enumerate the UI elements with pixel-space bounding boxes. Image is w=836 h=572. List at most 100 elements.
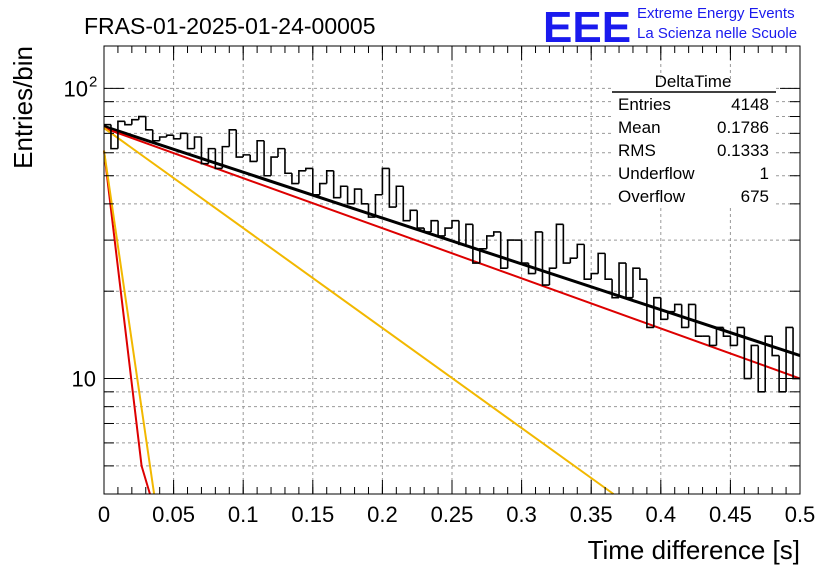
stats-box-background [612, 80, 776, 208]
histogram-bin [124, 121, 132, 126]
histogram-bin [472, 224, 480, 264]
histogram-bin [764, 335, 773, 392]
histogram-bin [715, 326, 724, 346]
histogram-bin [757, 345, 766, 393]
histogram-bin [604, 253, 613, 280]
histogram-bin [569, 257, 578, 264]
histogram-bin [499, 231, 508, 270]
histogram-bin [339, 185, 348, 198]
x-tick-label: 0.45 [709, 502, 752, 527]
histogram-bin [193, 136, 202, 149]
histogram-bin [158, 136, 167, 141]
histogram-bin [117, 120, 125, 149]
histogram-bin [144, 116, 153, 131]
histogram-bin [284, 148, 292, 175]
histogram-bin [597, 252, 606, 274]
stats-row-label: Underflow [618, 164, 695, 183]
histogram-bin [179, 132, 188, 139]
x-axis-label: Time difference [s] [588, 535, 800, 565]
histogram-bin [242, 154, 251, 158]
histogram-bin [520, 240, 529, 264]
histogram-bin [660, 297, 668, 321]
histogram-bin [722, 327, 731, 337]
stats-row-value: 4148 [731, 95, 769, 114]
logo-line-2: La Scienza nelle Scuole [637, 25, 797, 42]
histogram-bin [444, 227, 452, 236]
histogram-bin [318, 182, 327, 195]
histogram-bin [263, 140, 272, 177]
x-tick-label: 0.1 [228, 502, 259, 527]
histogram-bin [611, 279, 620, 299]
y-tick-label-base: 10 [72, 367, 96, 392]
histogram-bin [221, 145, 230, 169]
stats-row-value: 1 [760, 164, 769, 183]
histogram-bin [214, 148, 223, 170]
histogram-bin [312, 168, 320, 196]
histogram-bin [388, 168, 397, 208]
histogram-bin [138, 115, 146, 120]
x-tick-label: 0.35 [570, 502, 613, 527]
histogram-bin [653, 296, 661, 328]
stats-box: DeltaTime Entries 4148 Mean 0.1786 RMS 0.1333… [612, 72, 776, 208]
axis-ticks [103, 46, 801, 495]
histogram-bin [458, 220, 466, 246]
histogram-bin [750, 344, 759, 379]
histogram-bin [785, 326, 794, 392]
histogram-bin [562, 224, 571, 264]
eee-logo-mark: EEE [543, 3, 631, 52]
histogram-bin [673, 303, 682, 312]
histogram-bin [743, 327, 752, 380]
histogram-bin [583, 244, 592, 280]
histogram-bin [353, 188, 362, 204]
histogram-bin [680, 304, 689, 329]
x-tick-label: 0.3 [506, 502, 537, 527]
histogram-bin [151, 129, 160, 142]
histogram [104, 115, 800, 393]
histogram-bin [325, 169, 334, 184]
y-tick-label: 10 [72, 367, 96, 392]
histogram-bin [694, 304, 703, 337]
x-tick-label: 0.4 [646, 502, 677, 527]
y-tick-label: 10 2 [64, 73, 98, 101]
histogram-bin [249, 154, 258, 163]
histogram-bin [395, 185, 404, 208]
y-tick-label-base: 10 [64, 76, 88, 101]
histogram-bin [381, 167, 390, 195]
histogram-bin [646, 279, 654, 329]
x-tick-label: 0.2 [367, 502, 398, 527]
histogram-bin [778, 355, 787, 393]
eee-logo: EEE [543, 3, 631, 52]
stats-row-label: Mean [618, 118, 661, 137]
histogram-bin [110, 124, 118, 150]
histogram-bin [235, 129, 244, 158]
histogram-bin [479, 248, 487, 264]
histogram-bin [534, 231, 543, 274]
histogram-bin [305, 167, 313, 171]
histogram-bin [270, 156, 278, 176]
series-fit-orange-fast [103, 150, 156, 495]
histogram-bin [131, 118, 139, 125]
histogram-bin [298, 169, 306, 184]
x-tick-label: 0.5 [785, 502, 816, 527]
stats-row-value: 0.1786 [717, 118, 769, 137]
histogram-bin [367, 203, 376, 218]
stats-row-label: RMS [618, 141, 656, 160]
series-fit-red-slow [103, 127, 801, 380]
histogram-bin [207, 147, 216, 164]
stats-rows: Entries 4148 Mean 0.1786 RMS 0.1333 Underflow 1… [618, 95, 769, 206]
histogram-bin [527, 263, 536, 275]
fit-curves [103, 124, 801, 495]
x-tick-labels: 0 0.05 0.1 0.15 0.2 0.25 0.3 0.35 0.4 0.45 0.5 [98, 502, 815, 527]
histogram-bin [506, 239, 515, 269]
histogram-bin [590, 272, 599, 280]
histogram-bin [172, 135, 181, 140]
x-tick-label: 0 [98, 502, 110, 527]
series-fit-total [103, 124, 801, 357]
histogram-bin [332, 170, 341, 199]
histogram-bin [687, 303, 696, 328]
histogram-bin [618, 262, 626, 298]
histogram-bin [416, 210, 425, 229]
histogram-bin [346, 186, 355, 205]
